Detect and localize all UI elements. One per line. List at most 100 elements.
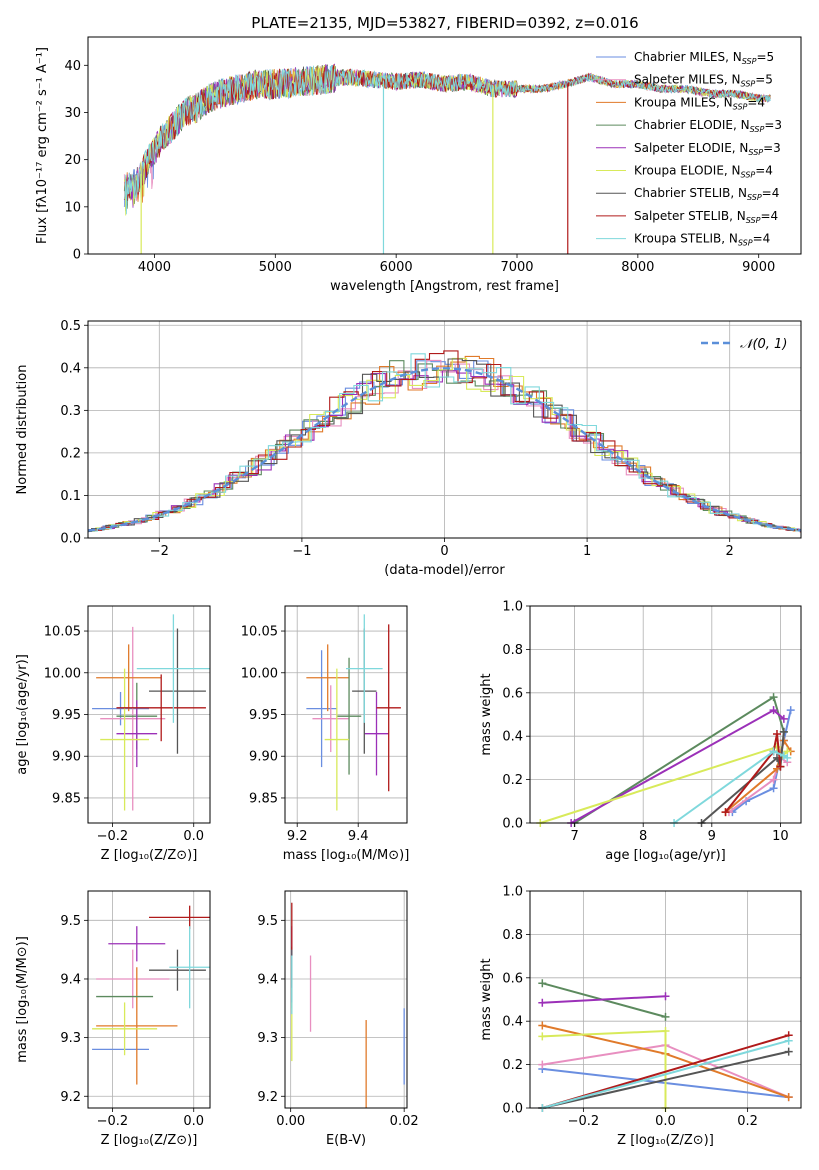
weight_vs_age-ytick-label: 0.0: [502, 817, 523, 832]
spectrum-xtick-label: 6000: [380, 260, 413, 275]
age_vs_mass-ytick-label: 9.90: [249, 750, 278, 765]
series-marker-kroupa-stelib: [769, 747, 778, 756]
mass_vs_z-xtick-label: −0.2: [97, 1114, 129, 1129]
spectrum-xtick-label: 7000: [500, 260, 533, 275]
mass_vs_z-ytick-label: 9.3: [60, 1031, 81, 1046]
weight_vs_age-xtick-label: 10: [772, 829, 789, 844]
series-line-salpeter-stelib: [724, 733, 782, 813]
residuals-xtick-label: 1: [583, 544, 591, 559]
legend-entry: Chabrier MILES, NSSP=5: [634, 50, 774, 66]
legend-gauss-label: 𝒩(0, 1): [740, 337, 787, 352]
spectrum-panel: 4000 5000 6000 7000 8000 9000 0 10 20 30 40 wavelen…: [35, 36, 802, 294]
age_vs_z-xtick-label: −0.2: [97, 829, 129, 844]
residuals-xtick-label: 2: [726, 544, 734, 559]
series-marker-salpeter-elodie: [538, 998, 547, 1007]
age_vs_z-xlabel: Z [log₁₀(Z/Z⊙)]: [101, 848, 198, 863]
mass_vs_z-ytick-label: 9.4: [60, 972, 81, 987]
residuals-ytick-label: 0.4: [60, 361, 81, 376]
age-vs-mass-panel: 9.2 9.4 9.85 9.90 9.95 10.00 10.05 mass [log₁₀(…: [241, 605, 410, 863]
legend-entry: Kroupa MILES, NSSP=4: [634, 95, 765, 111]
series-marker-kroupa-stelib: [783, 753, 792, 762]
weight_vs_age-ytick-label: 0.2: [502, 773, 523, 788]
mass_vs_z-ytick-label: 9.2: [60, 1090, 81, 1105]
weight_vs_z-ytick-label: 1.0: [502, 885, 523, 900]
residuals-xtick-label: 0: [440, 544, 448, 559]
weight_vs_z-ytick-label: 0.0: [502, 1102, 523, 1117]
age_vs_mass-xtick-label: 9.2: [287, 829, 308, 844]
gaussian-curve: [87, 367, 802, 532]
weight_vs_z-ytick-label: 0.8: [502, 928, 523, 943]
legend-entry: Kroupa ELODIE, NSSP=4: [634, 164, 773, 180]
age_vs_mass-points: [306, 614, 401, 811]
weight_vs_age-ytick-label: 0.4: [502, 730, 523, 745]
legend-entry: Chabrier ELODIE, NSSP=3: [634, 118, 782, 134]
age_vs_z-ytick-label: 10.00: [44, 666, 81, 681]
age_vs_mass-ytick-label: 9.95: [249, 708, 278, 723]
residuals-ytick-label: 0.5: [60, 319, 81, 334]
series-marker-salpeter-elodie: [769, 706, 778, 715]
spectrum-xtick-label: 9000: [742, 260, 775, 275]
spectrum-ylabel: Flux [fλ10⁻¹⁷ erg cm⁻² s⁻¹ A⁻¹]: [35, 47, 50, 244]
series-marker-salpeter-stelib: [776, 762, 785, 771]
residuals-xlabel: (data-model)/error: [384, 563, 505, 578]
series-line-salpeter-elodie: [542, 995, 666, 1004]
mass_vs_z-xlabel: Z [log₁₀(Z/Z⊙)]: [101, 1133, 198, 1148]
spectrum-xtick-label: 5000: [259, 260, 292, 275]
series-marker-kroupa-miles: [538, 1021, 547, 1030]
age_vs_z-ylabel: age [log₁₀(age/yr)]: [15, 654, 30, 775]
residuals-xtick-label: −2: [150, 544, 169, 559]
mass-vs-ebv-panel: 0.00 0.02 9.2 9.3 9.4 9.5 E(B-V): [257, 890, 419, 1148]
series-line-chabrier-stelib: [542, 1050, 789, 1109]
series-marker-chabrier-elodie: [538, 979, 547, 988]
residuals-ytick-label: 0.0: [60, 532, 81, 547]
mass_vs_ebv-ytick-label: 9.3: [257, 1031, 278, 1046]
mass_vs_ebv-xtick-label: 0.00: [276, 1114, 305, 1129]
weight_vs_age-ytick-label: 1.0: [502, 600, 523, 615]
mass_vs_ebv-points: [291, 902, 405, 1108]
mass_vs_z-frame: [87, 890, 211, 1109]
legend-entry: Chabrier STELIB, NSSP=4: [634, 186, 779, 202]
series-marker-salpeter-elodie: [661, 992, 670, 1001]
series-marker-chabrier-stelib: [784, 1047, 793, 1056]
histogram-salpeter-stelib: [88, 350, 801, 533]
mass_vs_ebv-xlabel: E(B-V): [326, 1133, 366, 1148]
weight_vs_age-ytick-label: 0.8: [502, 643, 523, 658]
legend-entry: Salpeter MILES, NSSP=5: [634, 73, 773, 89]
series-marker-salpeter-stelib: [721, 808, 730, 817]
mass_vs_ebv-xtick-label: 0.02: [390, 1114, 419, 1129]
mass_vs_ebv-ytick-label: 9.2: [257, 1090, 278, 1105]
legend-entry: Kroupa STELIB, NSSP=4: [634, 232, 770, 248]
series-line-chabrier-stelib: [700, 731, 785, 824]
weight_vs_age-xtick-label: 9: [708, 829, 716, 844]
weight_vs_age-xtick-label: 8: [639, 829, 647, 844]
weight_vs_z-ylabel: mass weight: [479, 958, 494, 1040]
mass_vs_z-points: [92, 905, 210, 1085]
age_vs_z-ytick-label: 10.05: [44, 625, 81, 640]
age_vs_mass-ytick-label: 10.00: [241, 666, 278, 681]
residuals-panel: −2 −1 0 1 2 0.0 0.1 0.2 0.3 0.4 0.5 (data-model)/er…: [15, 319, 802, 578]
series-marker-salpeter-stelib: [772, 730, 781, 739]
weight_vs_age-frame: [529, 605, 802, 824]
age_vs_mass-xlabel: mass [log₁₀(M/M⊙)]: [283, 848, 410, 863]
weight_vs_age-ylabel: mass weight: [479, 673, 494, 755]
series-marker-chabrier-stelib: [779, 727, 788, 736]
spectrum-ytick-label: 0: [73, 248, 81, 263]
spectrum-xtick-label: 4000: [138, 260, 171, 275]
residuals-ytick-label: 0.3: [60, 404, 81, 419]
legend-entry: Salpeter STELIB, NSSP=4: [634, 209, 778, 225]
weight_vs_z-xlabel: Z [log₁₀(Z/Z⊙)]: [617, 1133, 714, 1148]
age_vs_z-ytick-label: 9.90: [52, 750, 81, 765]
mass_vs_ebv-frame: [284, 890, 408, 1109]
series-marker-chabrier-elodie: [661, 1012, 670, 1021]
series-marker-chabrier-miles: [786, 706, 795, 715]
weight_vs_age-xlabel: age [log₁₀(age/yr)]: [605, 848, 726, 863]
weight_vs_age-ytick-label: 0.6: [502, 686, 523, 701]
age-vs-z-panel: −0.2 0.0 9.85 9.90 9.95 10.00 10.05 Z [log₁₀(Z/…: [15, 605, 211, 863]
spectrum-ytick-label: 40: [64, 59, 81, 74]
weight-vs-z-panel: −0.2 0.0 0.2 0.0 0.2 0.4 0.6 0.8 1.0 Z [log₁₀(Z/Z…: [479, 885, 802, 1148]
residuals-ytick-label: 0.2: [60, 446, 81, 461]
mass-vs-z-panel: −0.2 0.0 9.2 9.3 9.4 9.5 Z [log₁₀(Z/Z⊙)] mass […: [15, 890, 211, 1148]
age_vs_mass-xtick-label: 9.4: [348, 829, 369, 844]
spectrum-ytick-label: 30: [64, 106, 81, 121]
